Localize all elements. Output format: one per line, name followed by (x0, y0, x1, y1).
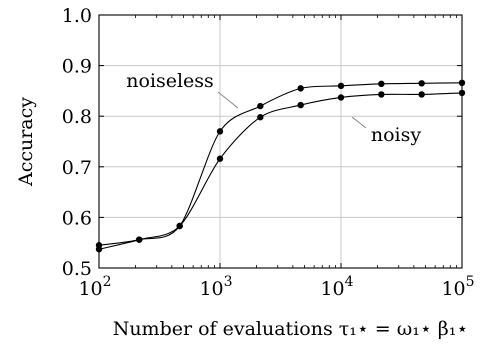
data-point-noisy (216, 155, 224, 162)
tick-labels: 102 103 104 105 0.5 0.6 0.7 0.8 0.9 1.0 (62, 5, 475, 300)
annotations: noiseless noisy (126, 70, 421, 146)
x-tick-label: 103 (199, 274, 232, 300)
data-point-noisy (176, 222, 183, 230)
series-line-noisy (98, 92, 463, 250)
x-axis-label: Number of evaluations τ₁⋆ = ω₁⋆ β₁⋆ (113, 318, 469, 340)
y-tick-label: 0.8 (62, 106, 92, 128)
data-point-noiseless (297, 85, 304, 92)
series-line-noiseless (98, 82, 463, 246)
grid (99, 15, 462, 268)
x-tick-label: 104 (320, 274, 353, 300)
y-tick-label: 0.5 (62, 258, 92, 280)
annotation-pin-noiseless (217, 91, 239, 109)
data-point-noiseless (216, 128, 224, 135)
plot-frame (98, 14, 463, 269)
annotation-noisy: noisy (371, 124, 422, 146)
data-point-noisy (337, 94, 345, 101)
annotation-noiseless: noiseless (126, 70, 214, 92)
annotation-pin-noisy (351, 116, 367, 129)
data-point-noisy (378, 91, 385, 98)
y-axis-label: Accuracy (15, 97, 37, 187)
data-point-noiseless (418, 80, 425, 87)
y-tick-label: 0.7 (62, 157, 92, 179)
data-point-noisy (418, 91, 425, 98)
data-point-noiseless (337, 82, 345, 90)
plot-lines (98, 82, 463, 250)
data-point-noisy (297, 101, 304, 109)
y-tick-label: 0.6 (62, 207, 92, 229)
data-point-noiseless (257, 102, 264, 110)
ticks (98, 14, 463, 269)
x-tick-label: 102 (78, 274, 111, 300)
data-point-noisy (257, 114, 264, 121)
y-tick-label: 0.9 (62, 56, 92, 78)
plot-markers (95, 79, 466, 253)
y-tick-label: 1.0 (62, 5, 92, 27)
data-point-noiseless (378, 80, 385, 88)
x-tick-label: 105 (441, 274, 474, 300)
data-point-noisy (136, 236, 143, 243)
